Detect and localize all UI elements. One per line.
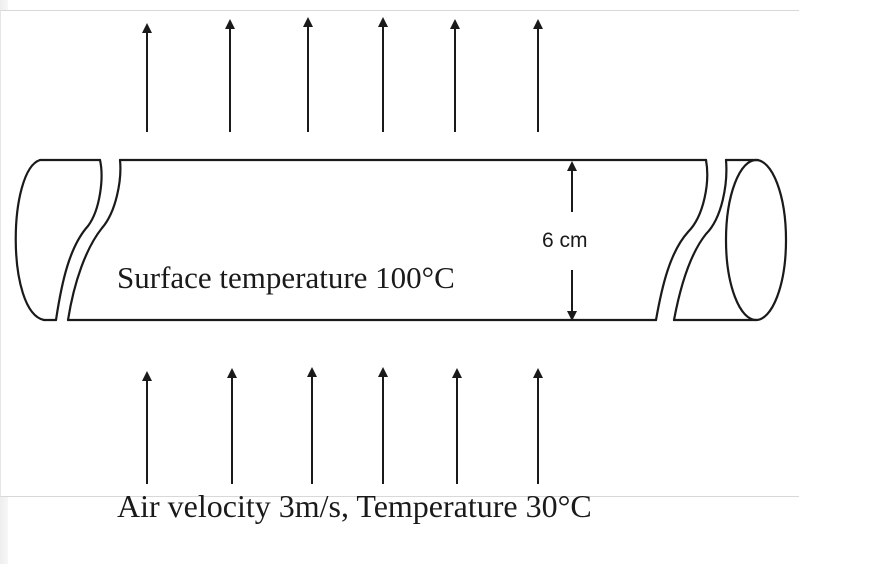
pipe-right-end-ellipse: [724, 158, 788, 322]
diameter-label: 6 cm: [542, 229, 588, 252]
pipe-left-end: [14, 158, 46, 322]
surface-temperature-label: Surface temperature 100°C: [117, 260, 455, 295]
pipe-right-break-1: [654, 158, 709, 322]
pipe-right-break-2: [672, 158, 728, 322]
lower-flow-arrows: [142, 367, 543, 484]
figure-frame: [0, 10, 799, 497]
pipe-left-break-2: [66, 158, 122, 322]
upper-flow-arrows: [142, 17, 543, 132]
pipe-left-break-1: [54, 158, 103, 322]
airflow-label: Air velocity 3m/s, Temperature 30°C: [117, 488, 592, 524]
pipe: [14, 158, 788, 322]
